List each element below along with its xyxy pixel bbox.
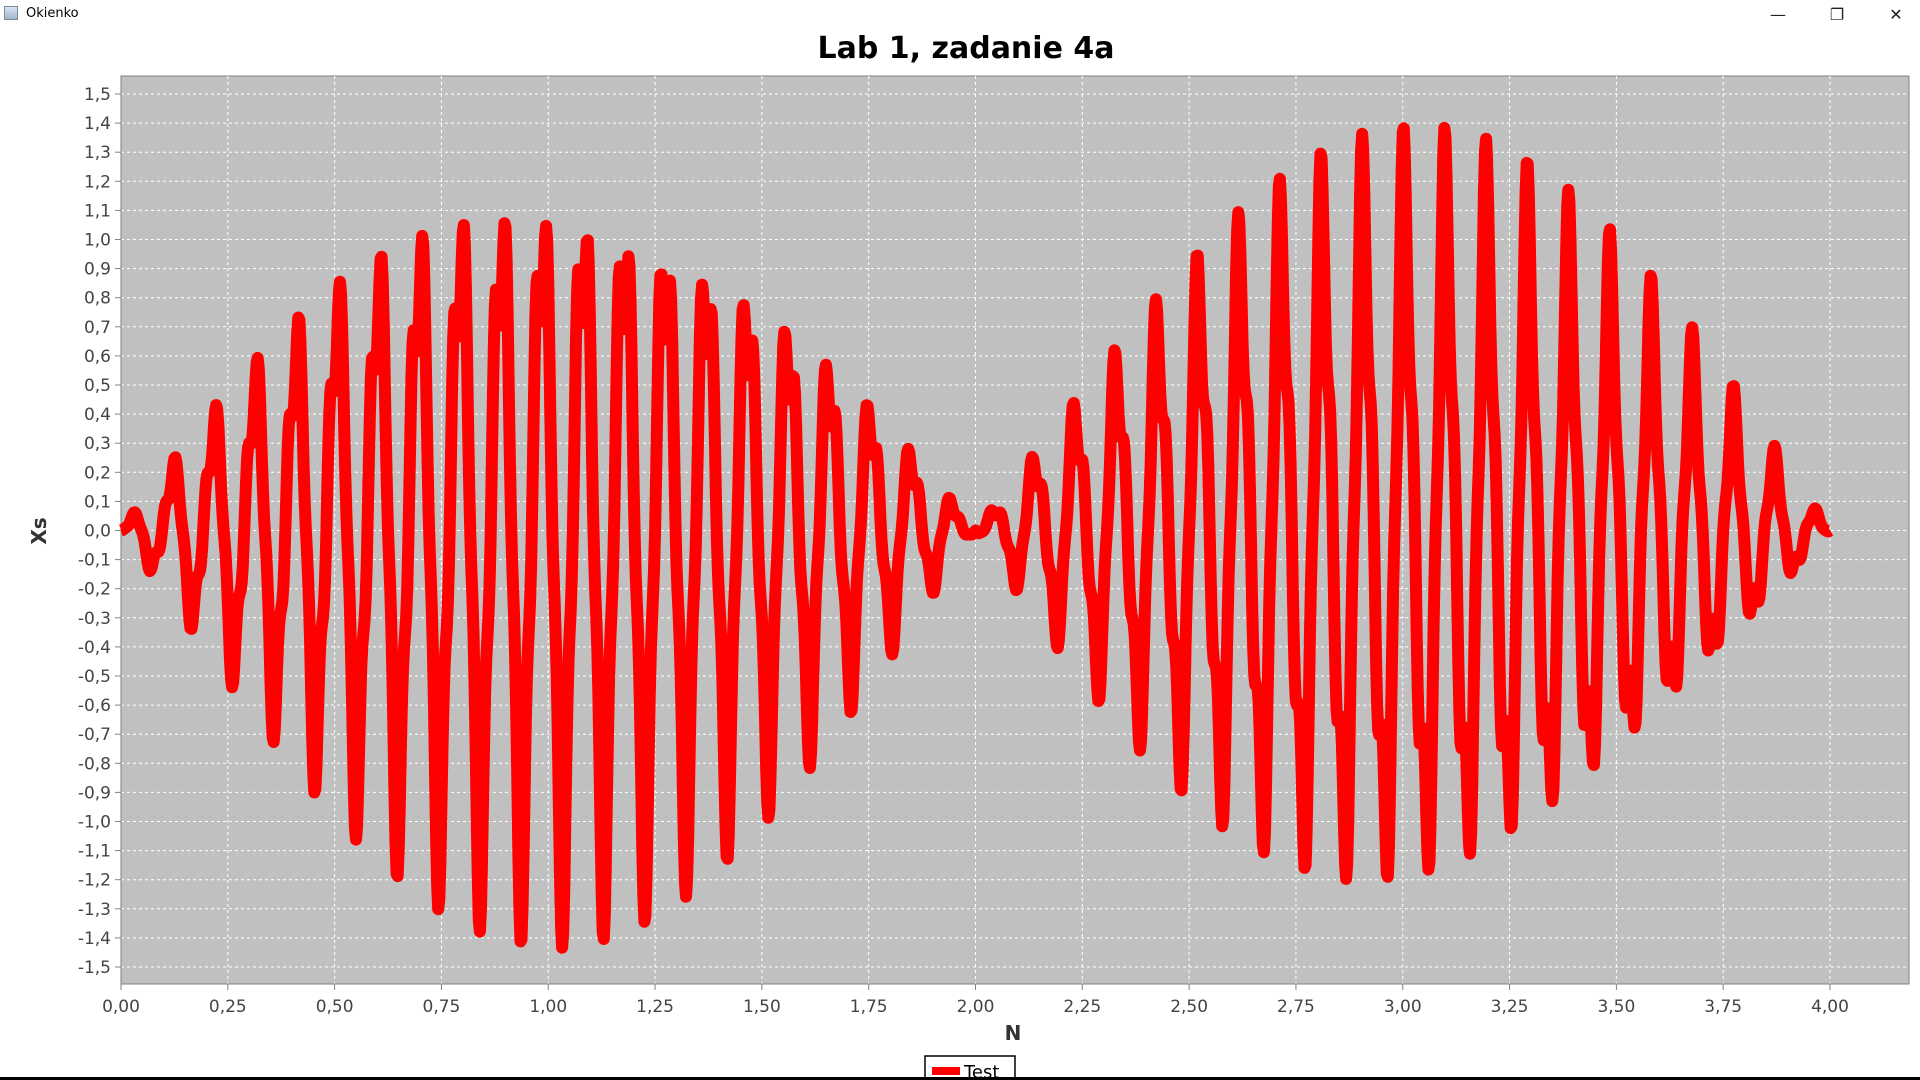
- window-titlebar: Okienko — ❐ ✕: [0, 0, 1920, 28]
- y-tick-label: -1,1: [78, 842, 111, 862]
- y-tick-label: 0,7: [84, 318, 111, 338]
- y-axis-label: Xs: [27, 517, 51, 544]
- window-bottom-border: [0, 1077, 1920, 1080]
- x-tick-label: 3,25: [1491, 997, 1529, 1017]
- x-tick-label: 2,50: [1170, 997, 1208, 1017]
- y-tick-label: -0,8: [78, 754, 111, 774]
- close-icon[interactable]: ✕: [1889, 4, 1903, 24]
- restore-icon[interactable]: ❐: [1829, 4, 1845, 24]
- y-tick-label: -1,3: [78, 900, 111, 920]
- legend-label: Test: [963, 1062, 999, 1080]
- y-tick-label: -0,4: [78, 638, 111, 658]
- java-icon: [4, 6, 18, 20]
- x-tick-label: 3,75: [1704, 997, 1742, 1017]
- x-axis-label: N: [1005, 1021, 1022, 1045]
- x-tick-label: 3,50: [1597, 997, 1635, 1017]
- y-tick-label: 0,4: [84, 405, 111, 425]
- y-tick-label: 1,2: [84, 172, 111, 192]
- x-tick-label: 0,00: [102, 997, 140, 1017]
- y-tick-label: -0,6: [78, 696, 111, 716]
- y-tick-label: 1,1: [84, 201, 111, 221]
- series-test: [116, 121, 1835, 954]
- y-tick-label: 1,4: [84, 114, 111, 134]
- x-tick-label: 3,00: [1384, 997, 1422, 1017]
- y-tick-label: -1,0: [78, 813, 111, 833]
- series-line-test: [116, 121, 1835, 954]
- x-tick-label: 0,25: [209, 997, 247, 1017]
- y-tick-label: -0,7: [78, 725, 111, 745]
- y-tick-label: -1,5: [78, 958, 111, 978]
- y-tick-labels: 1,5 1,4 1,3 1,2 1,1 1,0 0,9 0,8 0,7 0,6 0,5 0,4 0,3 0…: [78, 85, 111, 978]
- y-tick-label: 0,1: [84, 492, 111, 512]
- y-tick-label: 0,5: [84, 376, 111, 396]
- x-tick-label: 1,25: [636, 997, 674, 1017]
- y-tick-label: 0,3: [84, 434, 111, 454]
- x-tick-label: 2,75: [1277, 997, 1315, 1017]
- y-tick-label: -0,9: [78, 783, 111, 803]
- y-tick-label: 0,8: [84, 289, 111, 309]
- y-tick-label: 1,3: [84, 143, 111, 163]
- x-tick-label: 2,00: [957, 997, 995, 1017]
- y-tick-label: -0,3: [78, 609, 111, 629]
- x-tick-label: 1,00: [529, 997, 567, 1017]
- y-tick-label: -1,2: [78, 871, 111, 891]
- x-tick-label: 2,25: [1063, 997, 1101, 1017]
- y-tick-label: 0,2: [84, 463, 111, 483]
- x-tick-label: 0,75: [423, 997, 461, 1017]
- y-tick-label: -0,2: [78, 580, 111, 600]
- y-tick-label: -0,1: [78, 551, 111, 571]
- y-tick-label: 1,5: [84, 85, 111, 105]
- x-tick-label: 0,50: [316, 997, 354, 1017]
- y-tick-label: 0,0: [84, 522, 111, 542]
- chart-title: Lab 1, zadanie 4a: [818, 31, 1115, 66]
- y-tick-label: 0,9: [84, 260, 111, 280]
- minimize-icon[interactable]: —: [1770, 4, 1786, 24]
- x-tick-label: 4,00: [1811, 997, 1849, 1017]
- x-tick-label: 1,75: [850, 997, 888, 1017]
- y-tick-label: 0,6: [84, 347, 111, 367]
- x-tick-labels: 0,00 0,25 0,50 0,75 1,00 1,25 1,50 1,75 2,00 2,25…: [102, 997, 1849, 1017]
- y-tick-label: 1,0: [84, 231, 111, 251]
- legend: Test: [924, 1055, 1016, 1080]
- window-title: Okienko: [26, 6, 79, 21]
- y-tick-label: -0,5: [78, 667, 111, 687]
- y-tick-label: -1,4: [78, 929, 111, 949]
- x-tick-label: 1,50: [743, 997, 781, 1017]
